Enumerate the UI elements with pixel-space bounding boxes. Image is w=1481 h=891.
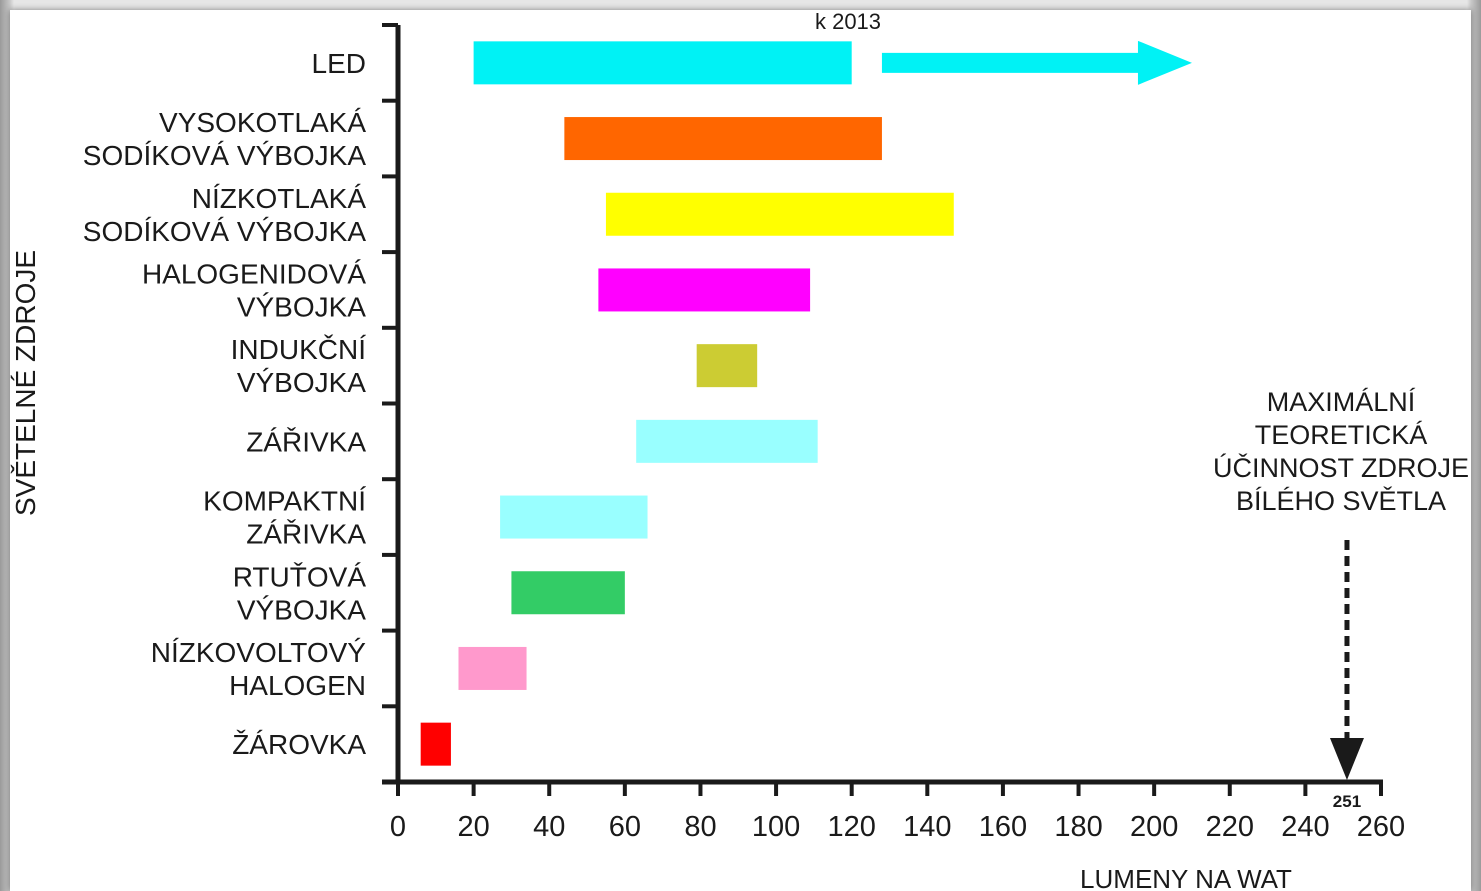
category-label: SODÍKOVÁ VÝBOJKA [83, 140, 367, 171]
x-tick-label: 0 [390, 811, 406, 843]
bar-5 [696, 344, 758, 388]
category-label: ZÁŘIVKA [246, 426, 366, 457]
category-label: VYSOKOTLAKÁ [159, 107, 366, 138]
x-tick-label: 120 [827, 811, 875, 843]
x-tick-label: 60 [609, 811, 641, 843]
bar-1 [473, 41, 852, 85]
category-label: LED [312, 48, 366, 79]
bar-3 [605, 192, 954, 236]
x-tick-label: 260 [1357, 811, 1405, 843]
category-label: NÍZKOTLAKÁ [192, 183, 367, 214]
category-label: INDUKČNÍ [231, 334, 367, 365]
bar-2 [564, 117, 882, 161]
category-label: HALOGEN [229, 670, 366, 701]
x-tick-label: 100 [752, 811, 800, 843]
max-efficiency-note: ÚČINNOST ZDROJE [1213, 452, 1469, 483]
bar-9 [458, 646, 527, 690]
category-label: VÝBOJKA [237, 367, 366, 398]
axes: 0 20 40 60 80 100 120 140 160 180 200 220 240 260 [382, 23, 1405, 843]
chart-frame: LED VYSOKOTLAKÁ SODÍKOVÁ VÝBOJKA NÍZKOTLAKÁ… [10, 10, 1471, 891]
bar-10 [420, 722, 451, 766]
x-tick-label: 20 [457, 811, 489, 843]
x-tick-label: 140 [903, 811, 951, 843]
bars [420, 41, 954, 766]
led-projection-arrow [881, 40, 1192, 85]
category-label: VÝBOJKA [237, 594, 366, 625]
category-label: KOMPAKTNÍ [203, 486, 366, 517]
max-efficiency-arrowhead [1329, 738, 1364, 780]
x-tick-label: 80 [684, 811, 716, 843]
max-efficiency-note: BÍLÉHO SVĚTLA [1236, 485, 1446, 516]
x-tick-label: 160 [979, 811, 1027, 843]
category-label: ZÁŘIVKA [246, 519, 366, 550]
max-efficiency-value: 251 [1333, 792, 1361, 811]
x-tick-label: 240 [1281, 811, 1329, 843]
category-label: ŽÁROVKA [232, 729, 366, 760]
x-tick-label: 200 [1130, 811, 1178, 843]
bar-4 [598, 268, 811, 312]
x-tick-label: 40 [533, 811, 565, 843]
max-efficiency-note: TEORETICKÁ [1255, 420, 1428, 450]
x-tick-label: 220 [1206, 811, 1254, 843]
category-label: NÍZKOVOLTOVÝ [151, 637, 367, 668]
x-axis-label: LUMENY NA WAT [1080, 864, 1292, 891]
bar-6 [636, 419, 818, 463]
category-label: SODÍKOVÁ VÝBOJKA [83, 216, 367, 247]
led-projection-label: k 2013 [815, 10, 881, 34]
max-efficiency-note: MAXIMÁLNÍ [1267, 387, 1416, 417]
category-label: HALOGENIDOVÁ [142, 258, 366, 289]
category-label: RTUŤOVÁ [233, 561, 367, 592]
x-tick-label: 180 [1054, 811, 1102, 843]
y-axis-label: SVĚTELNÉ ZDROJE [10, 250, 41, 516]
category-label: VÝBOJKA [237, 291, 366, 322]
bar-7 [500, 495, 648, 539]
bar-8 [511, 571, 625, 615]
